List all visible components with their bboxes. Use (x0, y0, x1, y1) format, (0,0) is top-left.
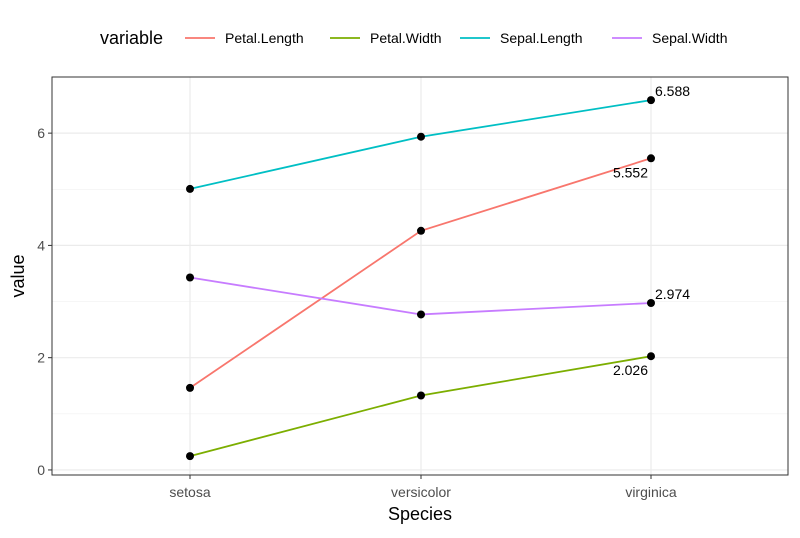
legend-label: Sepal.Length (500, 30, 583, 46)
data-label: 2.026 (613, 362, 648, 378)
x-tick-label: virginica (625, 484, 677, 500)
panel-border (51, 76, 789, 476)
data-point (417, 226, 425, 235)
data-point (647, 154, 655, 163)
data-point (186, 184, 194, 193)
y-axis-title: value (8, 254, 28, 297)
y-tick-label: 6 (37, 125, 45, 141)
data-label: 5.552 (613, 164, 648, 180)
data-point (417, 310, 425, 319)
data-point (647, 299, 655, 308)
data-point (647, 96, 655, 105)
legend-label: Sepal.Width (652, 30, 727, 46)
legend-label: Petal.Width (370, 30, 442, 46)
data-point (186, 273, 194, 282)
data-point (417, 132, 425, 141)
y-tick-label: 2 (37, 350, 45, 366)
x-axis-title: Species (388, 504, 452, 524)
x-tick-label: setosa (169, 484, 210, 500)
data-point (186, 383, 194, 392)
data-point (417, 391, 425, 400)
data-point (186, 452, 194, 461)
data-label: 2.974 (655, 286, 690, 302)
legend-label: Petal.Length (225, 30, 304, 46)
data-label: 6.588 (655, 83, 690, 99)
x-tick-label: versicolor (391, 484, 451, 500)
data-point (647, 352, 655, 361)
legend-title: variable (100, 28, 163, 48)
y-tick-label: 0 (37, 462, 45, 478)
y-tick-label: 4 (37, 237, 45, 253)
